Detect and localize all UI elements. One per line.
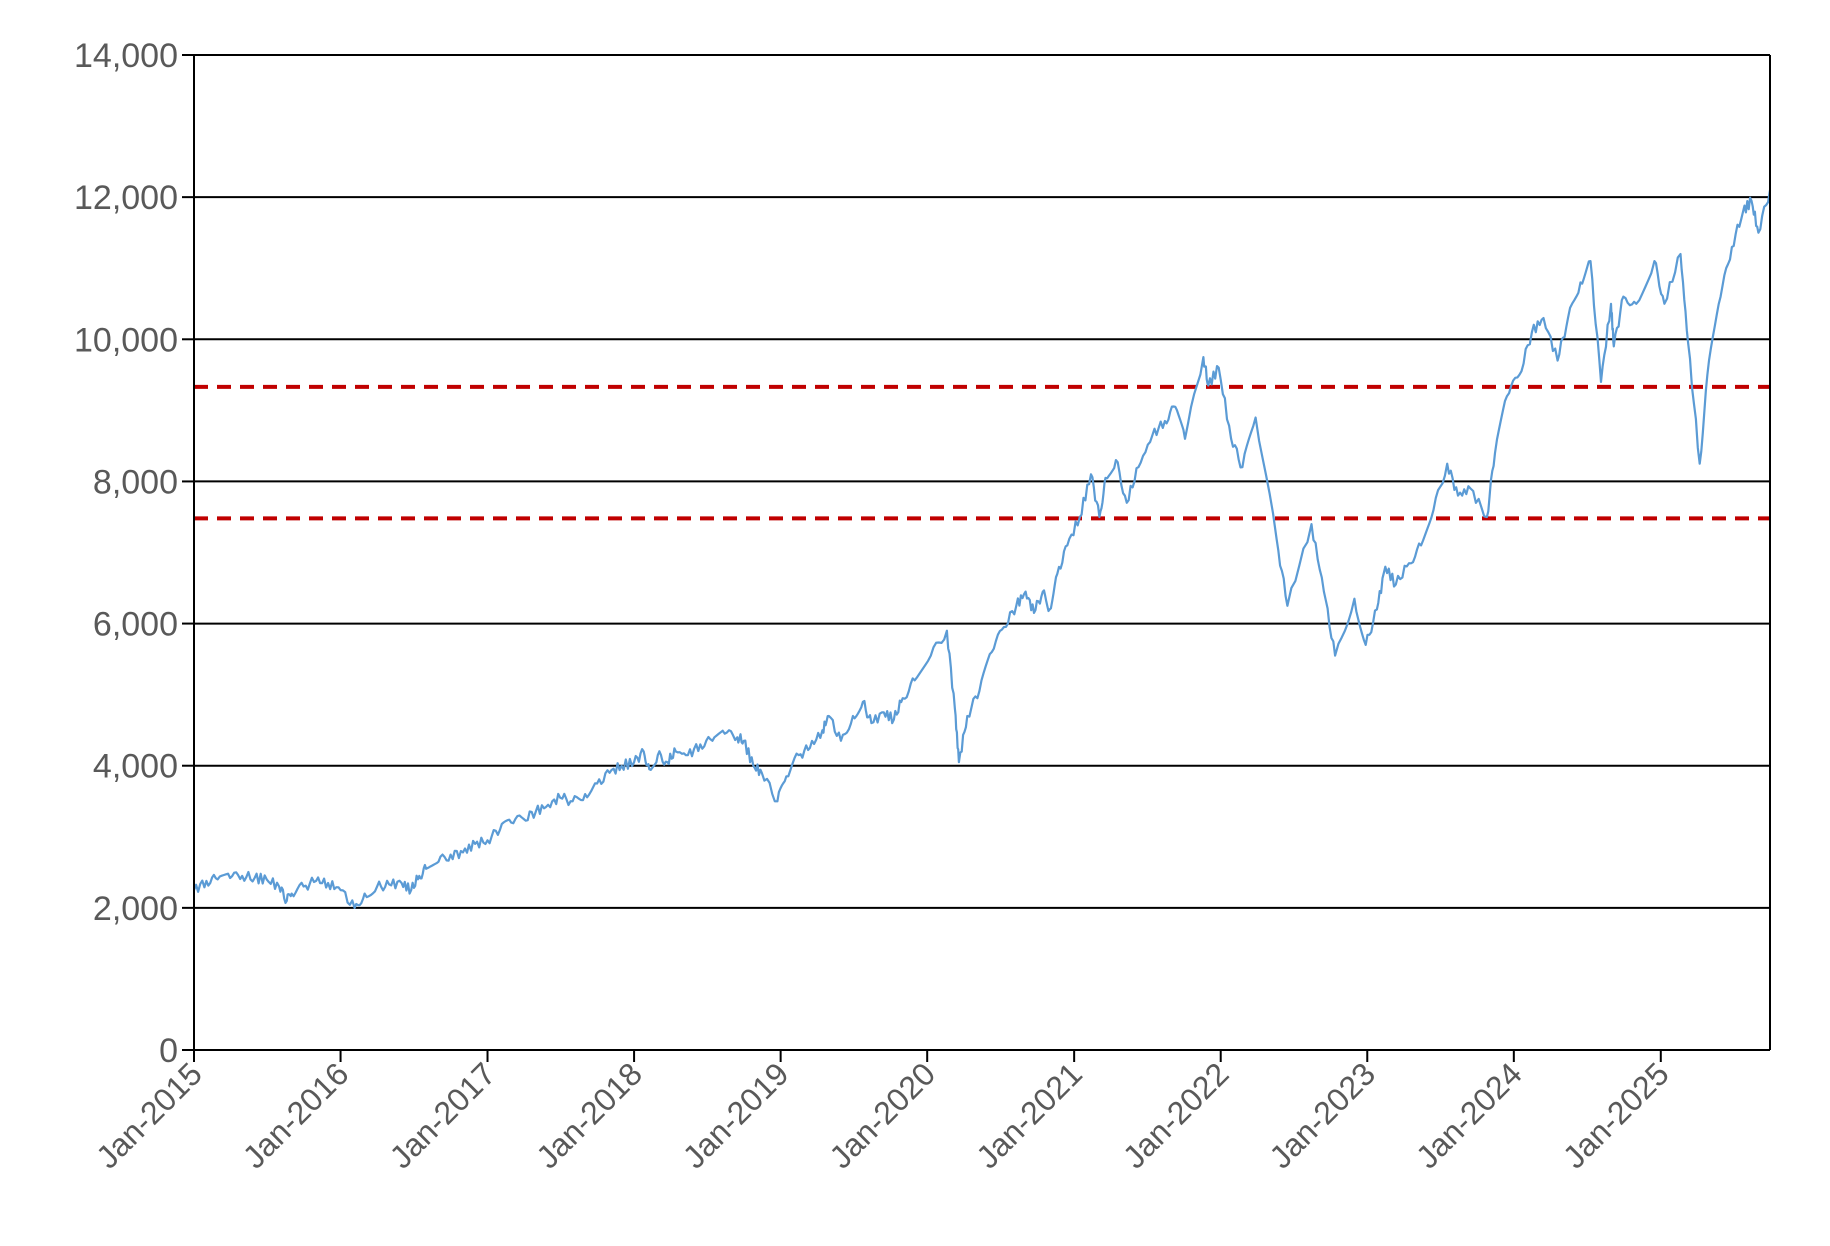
x-tick-label: Jan-2018 [529, 1055, 649, 1175]
x-tick-label: Jan-2015 [89, 1055, 209, 1175]
y-tick-label: 12,000 [74, 179, 178, 217]
x-tick-label: Jan-2022 [1116, 1055, 1236, 1175]
x-tick-label: Jan-2024 [1409, 1055, 1529, 1175]
x-tick-label: Jan-2025 [1556, 1055, 1676, 1175]
x-tick-label: Jan-2016 [236, 1055, 356, 1175]
y-tick-label: 10,000 [74, 321, 178, 359]
y-tick-label: 8,000 [93, 463, 178, 501]
gridlines [182, 54, 1770, 1051]
axes [193, 55, 1771, 1062]
series-line [192, 189, 1772, 909]
x-tick-label: Jan-2019 [676, 1055, 796, 1175]
x-tick-label: Jan-2021 [969, 1055, 1089, 1175]
x-tick-label: Jan-2017 [383, 1055, 503, 1175]
x-tick-label: Jan-2020 [822, 1055, 942, 1175]
y-tick-label: 0 [159, 1032, 178, 1070]
y-tick-label: 6,000 [93, 606, 178, 644]
y-tick-label: 2,000 [93, 890, 178, 928]
x-tick-labels: Jan-2015 Jan-2016 Jan-2017 Jan-2018 Jan-2019… [89, 1055, 1676, 1175]
x-tick-label: Jan-2023 [1262, 1055, 1382, 1175]
y-tick-label: 14,000 [74, 37, 178, 75]
reference-lines [194, 384, 1770, 521]
y-tick-labels: 0 2,000 4,000 6,000 8,000 10,000 12,000 14,000 [74, 37, 178, 1070]
series [192, 189, 1772, 909]
y-tick-label: 4,000 [93, 748, 178, 786]
